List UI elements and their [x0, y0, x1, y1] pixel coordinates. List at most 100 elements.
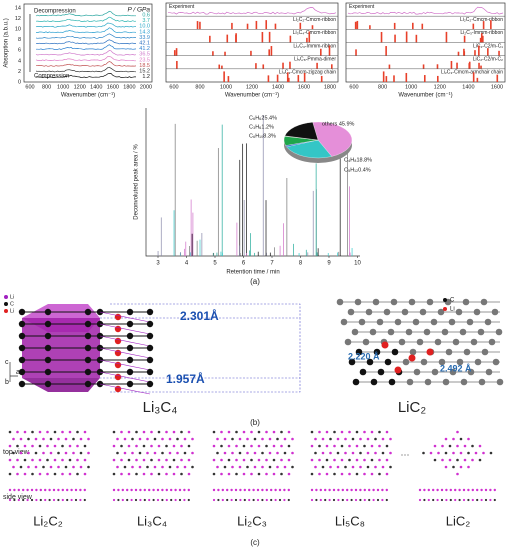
atom — [242, 444, 246, 448]
c-atom — [496, 378, 504, 386]
label: b — [5, 379, 9, 386]
atom — [355, 472, 359, 476]
label: 1200 — [246, 84, 258, 90]
atom — [238, 451, 242, 455]
atom — [272, 444, 276, 448]
atom — [261, 451, 264, 455]
atom — [314, 451, 317, 455]
atom — [319, 488, 322, 492]
mode-line — [394, 34, 396, 43]
atom — [471, 488, 474, 492]
li-bond — [99, 323, 151, 335]
atom — [135, 430, 138, 434]
li-atom — [114, 373, 122, 381]
mode-line — [472, 23, 475, 30]
mode-line — [415, 34, 418, 43]
atom — [252, 498, 255, 502]
c-atom — [376, 318, 384, 326]
atom — [61, 444, 64, 448]
atom — [261, 437, 264, 441]
atom — [348, 458, 351, 462]
atom — [351, 451, 355, 455]
atom — [72, 451, 75, 455]
atom — [165, 498, 168, 502]
li-bond — [99, 359, 151, 371]
atom — [463, 458, 467, 462]
mode-line — [268, 31, 271, 43]
mode-line — [457, 51, 460, 56]
spectrum — [35, 66, 137, 73]
c-atom — [18, 344, 26, 352]
spectrum — [35, 10, 136, 17]
atom — [337, 498, 340, 502]
atom — [152, 498, 155, 502]
atom — [287, 430, 291, 434]
atom — [135, 472, 138, 476]
atom — [161, 498, 164, 502]
c-atom — [416, 338, 424, 346]
c-atom — [126, 332, 134, 340]
atom — [83, 430, 87, 434]
li-bond — [99, 311, 151, 323]
atom — [64, 465, 68, 469]
atom — [325, 458, 329, 462]
atom — [8, 498, 12, 502]
atom — [354, 498, 358, 502]
atom — [432, 498, 435, 502]
mode-line — [255, 63, 257, 69]
atom — [291, 465, 294, 469]
atom — [359, 498, 362, 502]
label: Li — [450, 307, 455, 313]
label: Li₃C₄ — [143, 399, 178, 416]
atom — [423, 498, 426, 502]
atom — [35, 498, 38, 502]
atom — [319, 498, 322, 502]
atom — [257, 472, 261, 476]
legend-dot — [443, 307, 447, 311]
atom — [126, 488, 129, 492]
atom — [328, 488, 331, 492]
label: Li₅C₈ — [335, 513, 365, 528]
c-atom — [126, 380, 134, 388]
c-atom — [383, 308, 391, 316]
atom — [325, 472, 329, 476]
atom — [276, 465, 279, 469]
atom — [127, 472, 131, 476]
atom — [459, 465, 463, 469]
atom — [220, 430, 223, 434]
mode-line — [270, 46, 273, 56]
atom — [433, 458, 437, 462]
c-atom — [18, 308, 26, 316]
atom — [116, 451, 119, 455]
atom — [333, 430, 336, 434]
mode-line — [422, 64, 425, 69]
c-atom — [347, 308, 355, 316]
atom — [131, 437, 134, 441]
atom — [381, 437, 385, 441]
atom — [27, 437, 30, 441]
atom — [248, 498, 251, 502]
c-atom — [146, 344, 154, 352]
panel-label: (b) — [250, 418, 260, 427]
mode-line — [212, 51, 214, 56]
atom — [148, 488, 151, 492]
atom — [389, 437, 392, 441]
c-atom — [426, 298, 434, 306]
atom — [68, 444, 72, 448]
atom — [234, 498, 238, 502]
atom — [234, 488, 238, 492]
atom — [16, 472, 19, 476]
atom — [223, 451, 227, 455]
label: 0 — [18, 79, 21, 85]
atom — [287, 472, 291, 476]
atom — [46, 472, 49, 476]
li-atom — [114, 313, 122, 321]
atom — [283, 437, 287, 441]
atom — [130, 488, 133, 492]
label: 2000 — [140, 84, 152, 90]
atom — [344, 437, 347, 441]
mode-line — [274, 23, 277, 30]
axis-arrows — [9, 362, 18, 382]
atom — [212, 444, 216, 448]
atom — [378, 458, 381, 462]
